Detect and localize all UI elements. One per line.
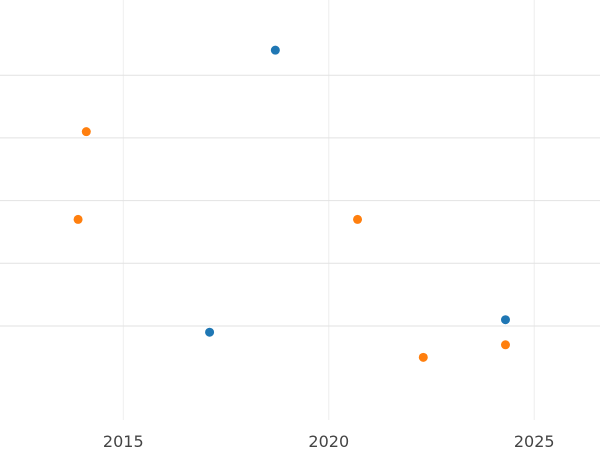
data-points: [73, 45, 510, 362]
grid: [0, 0, 600, 420]
data-point-series2-3: [353, 214, 363, 224]
data-point-series1-1: [205, 327, 215, 337]
x-tick-label-2020: 2020: [308, 432, 349, 450]
x-tick-label-2015: 2015: [103, 432, 144, 450]
data-point-series1-3: [500, 315, 510, 325]
data-point-series2-5: [500, 340, 510, 350]
data-point-series2-2: [81, 127, 91, 137]
x-axis-ticks: 2015 2020 2025: [103, 432, 555, 450]
data-point-series2-1: [73, 214, 83, 224]
x-tick-label-2025: 2025: [514, 432, 555, 450]
data-point-series1-2: [270, 45, 280, 55]
data-point-series2-4: [418, 352, 428, 362]
